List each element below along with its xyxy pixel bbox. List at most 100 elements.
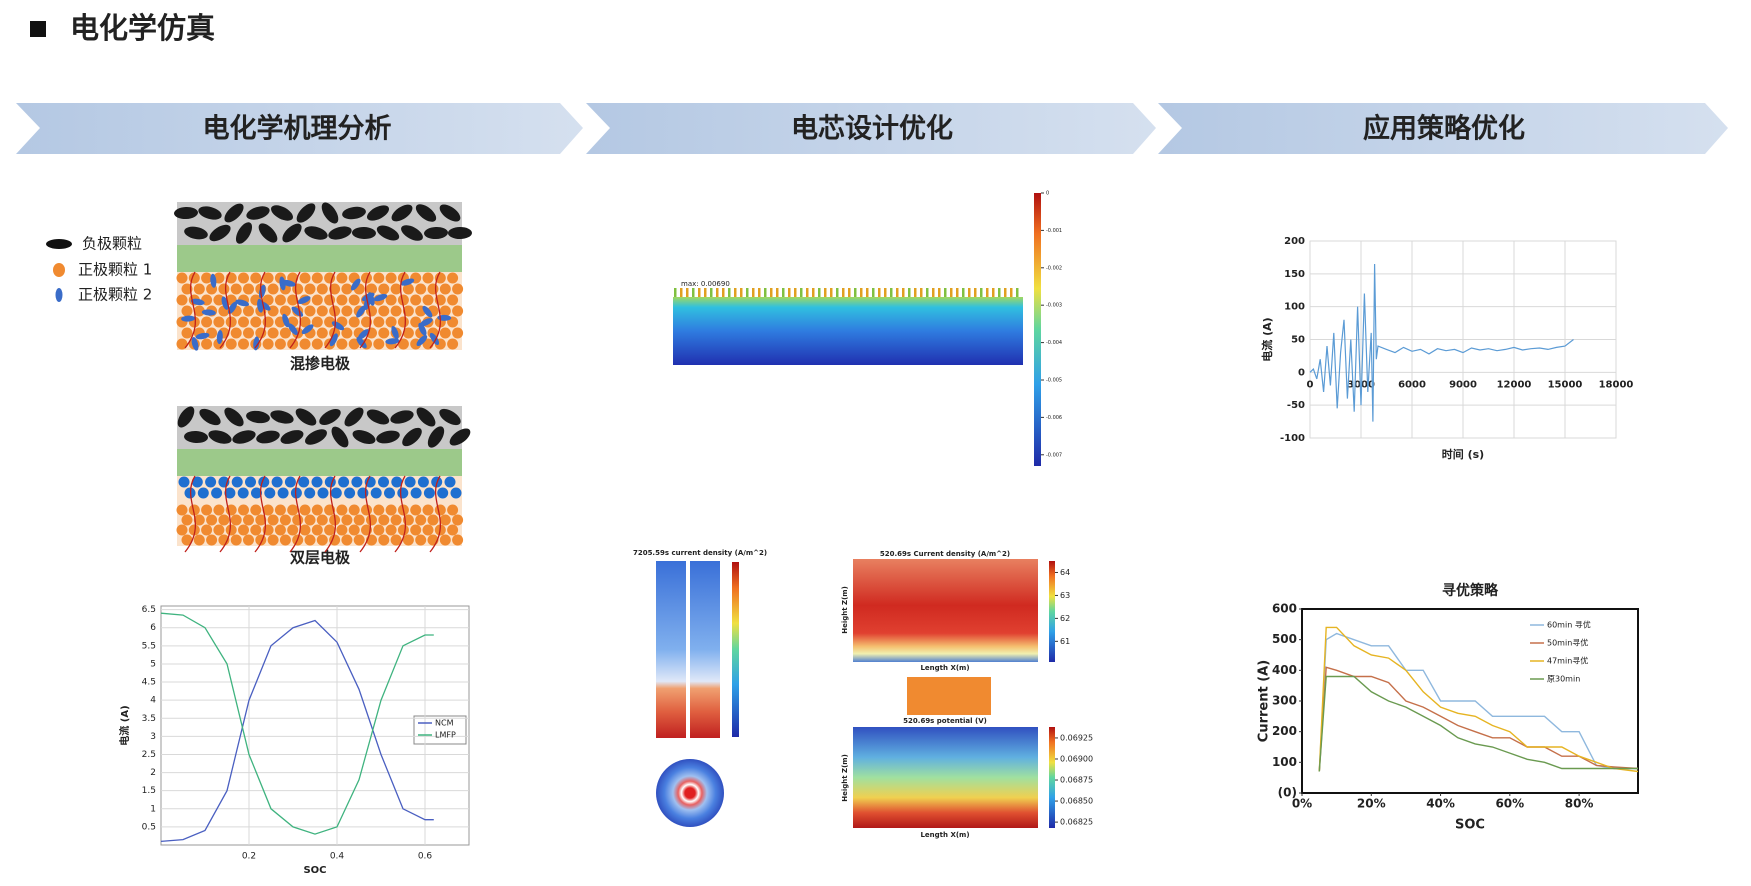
cathode-particle <box>262 272 274 284</box>
cathode-particle-2 <box>419 318 433 327</box>
cathode-particle-2 <box>330 487 342 499</box>
sim-label: Height Z(m) <box>841 586 849 634</box>
sim-label: Height Z(m) <box>841 754 849 802</box>
anode-particle <box>424 226 448 240</box>
anode-particle <box>199 408 221 426</box>
cathode-particle-2 <box>205 476 217 488</box>
cathode-particle <box>415 534 427 546</box>
cathode-particle <box>230 514 242 526</box>
cathode-particle <box>324 272 336 284</box>
legend-label: 47min寻优 <box>1547 656 1588 666</box>
electrode-tab <box>842 288 845 297</box>
plot-frame <box>160 605 470 846</box>
cathode-particle <box>287 504 299 516</box>
caption: 双层电极 <box>290 549 351 567</box>
electrode-tab <box>824 288 827 297</box>
cathode-particle <box>213 504 225 516</box>
cathode-particle-2 <box>231 476 243 488</box>
x-tick-label: 12000 <box>1497 379 1532 390</box>
ion-path <box>184 271 196 349</box>
cathode-particle-2 <box>356 305 366 318</box>
cathode-particle <box>434 504 446 516</box>
colorbar-label: 62 <box>1060 614 1070 623</box>
colorbar <box>1034 193 1041 466</box>
cathode-particle-2 <box>224 487 236 499</box>
cathode-particle <box>427 514 439 526</box>
cathode-particle <box>292 283 304 295</box>
colorbar-label: -0.007 <box>1046 452 1062 458</box>
electrode-tab <box>974 288 977 297</box>
cathode-particle <box>390 305 402 317</box>
cathode-particle <box>316 305 328 317</box>
y-tick-label: 0 <box>1298 367 1305 378</box>
cathode-particle <box>439 514 451 526</box>
electrode-tab <box>1004 288 1007 297</box>
colorbar <box>1049 727 1055 828</box>
cathode-particle <box>452 514 464 526</box>
cathode-particle-2 <box>417 476 429 488</box>
cathode-particle <box>373 272 385 284</box>
x-tick-label: 40% <box>1426 797 1455 811</box>
y-tick-label: 600 <box>1272 602 1297 616</box>
cathode-particle <box>348 338 360 350</box>
cathode-particle <box>292 514 304 526</box>
cathode-particle <box>274 338 286 350</box>
cathode-particle <box>341 534 353 546</box>
x-tick-label: 80% <box>1565 797 1594 811</box>
ion-path <box>429 271 441 349</box>
cathode-particle <box>176 524 188 536</box>
cathode-particle-2 <box>228 301 238 314</box>
ion-path <box>289 271 301 349</box>
electrode-tab <box>734 288 737 297</box>
cathode-particle <box>213 524 225 536</box>
cathode-particle <box>348 504 360 516</box>
anode-particle <box>402 427 422 447</box>
cathode-particle <box>304 305 316 317</box>
x-tick-label: 18000 <box>1599 379 1634 390</box>
cathode-particle-2 <box>385 338 400 345</box>
cathode-particle <box>316 283 328 295</box>
anode-particle <box>209 224 231 242</box>
y-tick-label: 100 <box>1272 755 1297 769</box>
cathode-particle <box>193 534 205 546</box>
y-tick-label: 400 <box>1272 663 1297 677</box>
cathode-particle <box>267 514 279 526</box>
x-tick-label: 0.2 <box>242 852 256 862</box>
legend-swatch <box>53 263 65 277</box>
cathode-particle <box>447 272 459 284</box>
cathode-particle <box>311 316 323 328</box>
cathode-particle <box>181 283 193 295</box>
cathode-particle <box>201 316 213 328</box>
separator <box>177 245 462 272</box>
cathode-particle <box>402 327 414 339</box>
anode-particle <box>401 225 423 241</box>
cathode-particle-2 <box>357 329 370 340</box>
anode-particle <box>224 203 244 223</box>
cathode-particle <box>201 272 213 284</box>
cathode-particle <box>262 316 274 328</box>
cathode-particle <box>447 504 459 516</box>
cathode-particle <box>299 272 311 284</box>
y-axis-label: 电流 (A) <box>1260 317 1274 361</box>
y-tick-label: 4.5 <box>142 678 156 688</box>
cathode-particle <box>279 327 291 339</box>
electrode-tab <box>722 288 725 297</box>
separator <box>177 449 462 476</box>
cathode-particle <box>287 294 299 306</box>
cathode-particle <box>225 524 237 536</box>
cathode-particle <box>361 272 372 284</box>
anode-particle <box>439 204 461 222</box>
cathode-particle <box>262 504 274 516</box>
colorbar-label: -0.006 <box>1046 415 1062 421</box>
cathode-particle <box>390 514 402 526</box>
page-title: 电化学仿真 <box>70 11 215 45</box>
cathode-particle <box>250 504 262 516</box>
cathode-particle <box>311 294 323 306</box>
cathode-particle <box>402 305 414 317</box>
cathode-particle-2 <box>391 325 399 340</box>
ion-path <box>219 271 231 349</box>
anode-particle <box>271 205 293 221</box>
colorbar-label: 0 <box>1046 191 1049 197</box>
anode-particle <box>184 430 208 444</box>
chevron <box>586 103 1156 154</box>
